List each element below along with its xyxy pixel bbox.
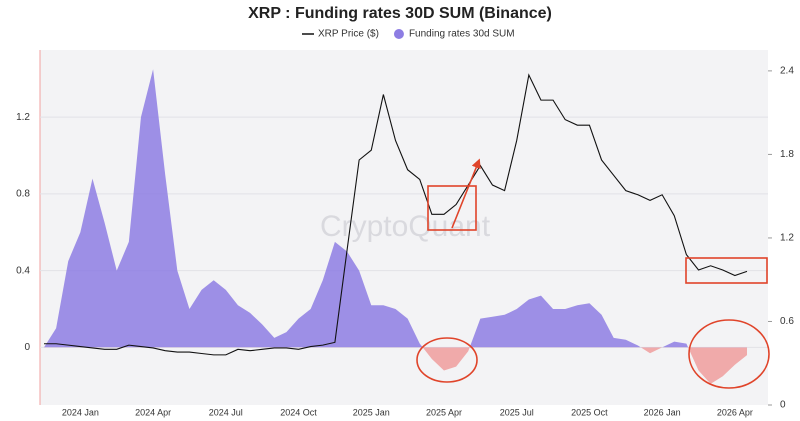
legend: XRP Price ($) Funding rates 30d SUM xyxy=(302,29,515,40)
y2-tick-label: 2.4 xyxy=(780,66,794,77)
annotation-arrow xyxy=(451,158,481,229)
y-tick-label: 0.4 xyxy=(16,265,30,276)
legend-swatch xyxy=(393,29,404,39)
x-tick-label: 2025 Apr xyxy=(426,407,462,417)
y2-tick-label: 0.6 xyxy=(780,316,794,327)
annotation-box xyxy=(685,257,768,284)
annotation-ellipse xyxy=(416,337,478,383)
legend-label: Funding rates 30d SUM xyxy=(409,29,515,40)
y-tick-label: 1.2 xyxy=(16,112,30,123)
x-tick-label: 2024 Apr xyxy=(135,407,171,417)
area-positive xyxy=(44,69,747,348)
y2-tick-label: 1.8 xyxy=(780,149,794,160)
watermark: CryptoQuant xyxy=(320,210,491,243)
legend-label: XRP Price ($) xyxy=(318,29,379,40)
y-tick-label: 0.8 xyxy=(16,189,30,200)
price-line xyxy=(44,73,748,356)
annotation-ellipse xyxy=(688,319,770,389)
x-tick-label: 2024 Oct xyxy=(280,407,317,417)
x-tick-label: 2024 Jul xyxy=(209,407,243,417)
area-negative xyxy=(422,347,747,384)
y-tick-label: 0 xyxy=(24,342,30,353)
x-tick-label: 2026 Jan xyxy=(644,407,681,417)
y2-tick-label: 1.2 xyxy=(780,233,794,244)
plot xyxy=(40,69,768,384)
chart-title: XRP : Funding rates 30D SUM (Binance) xyxy=(248,5,552,22)
annotation-box xyxy=(427,185,477,231)
x-tick-label: 2025 Jul xyxy=(500,407,534,417)
x-tick-label: 2026 Apr xyxy=(717,407,753,417)
y2-tick-label: 0 xyxy=(780,400,786,411)
x-tick-label: 2024 Jan xyxy=(62,407,99,417)
x-tick-label: 2025 Oct xyxy=(571,407,608,417)
x-tick-label: 2025 Jan xyxy=(353,407,390,417)
